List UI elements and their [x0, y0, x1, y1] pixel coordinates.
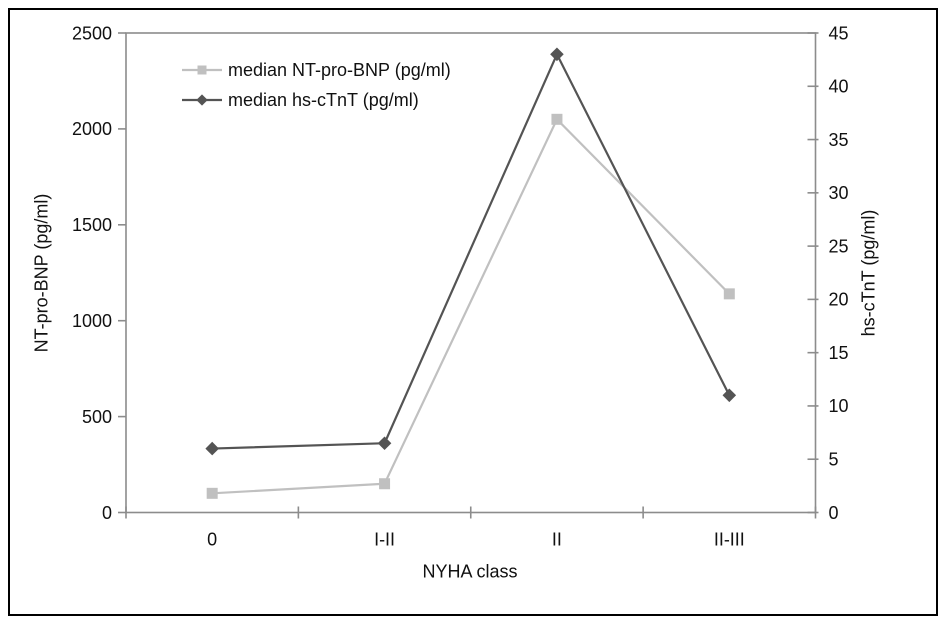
left-axis-tick-label: 1000 [72, 311, 112, 331]
data-point-square [723, 288, 735, 300]
right-axis-tick-label: 25 [829, 236, 849, 256]
data-point-square [206, 487, 218, 499]
left-axis-tick-label: 0 [102, 503, 112, 523]
right-axis-tick-label: 15 [829, 343, 849, 363]
data-point-square [379, 478, 391, 490]
legend: median NT-pro-BNP (pg/ml) median hs-cTnT… [182, 55, 451, 115]
x-axis-category-label: 0 [207, 530, 217, 550]
right-axis-tick-label: 0 [829, 503, 839, 523]
left-axis-tick-label: 2500 [72, 23, 112, 43]
x-axis-category-label: II-III [714, 530, 745, 550]
legend-label-hs-ctnt: median hs-cTnT (pg/ml) [228, 89, 419, 110]
x-axis-title: NYHA class [422, 561, 518, 582]
data-point-diamond [205, 441, 219, 456]
data-point-square [551, 113, 563, 125]
right-axis-title: hs-cTnT (pg/ml) [858, 209, 879, 337]
data-point-diamond [550, 47, 564, 62]
left-axis-tick-label: 1500 [72, 215, 112, 235]
legend-label-nt-pro-bnp: median NT-pro-BNP (pg/ml) [228, 59, 451, 80]
x-axis-category-label: I-II [374, 530, 395, 550]
right-axis-tick-label: 5 [829, 450, 839, 470]
left-axis-title: NT-pro-BNP (pg/ml) [31, 193, 52, 353]
series-line-0 [212, 117, 731, 495]
right-axis-tick-label: 40 [829, 77, 849, 97]
right-axis-tick-label: 35 [829, 130, 849, 150]
series-line-1 [212, 51, 731, 450]
legend-diamond-marker-icon [182, 94, 222, 106]
right-axis-tick-label: 45 [829, 23, 849, 43]
x-axis-category-label: II [552, 530, 562, 550]
legend-item-hs-ctnt: median hs-cTnT (pg/ml) [182, 85, 451, 115]
right-axis-tick-label: 10 [829, 396, 849, 416]
data-point-diamond [377, 436, 392, 451]
right-axis-tick-label: 20 [829, 290, 849, 310]
left-axis-tick-label: 2000 [72, 119, 112, 139]
legend-square-marker-icon [182, 65, 222, 75]
legend-item-nt-pro-bnp: median NT-pro-BNP (pg/ml) [182, 55, 451, 85]
right-axis-tick-label: 30 [829, 183, 849, 203]
left-axis-tick-label: 500 [82, 407, 112, 427]
data-point-diamond [722, 388, 737, 403]
